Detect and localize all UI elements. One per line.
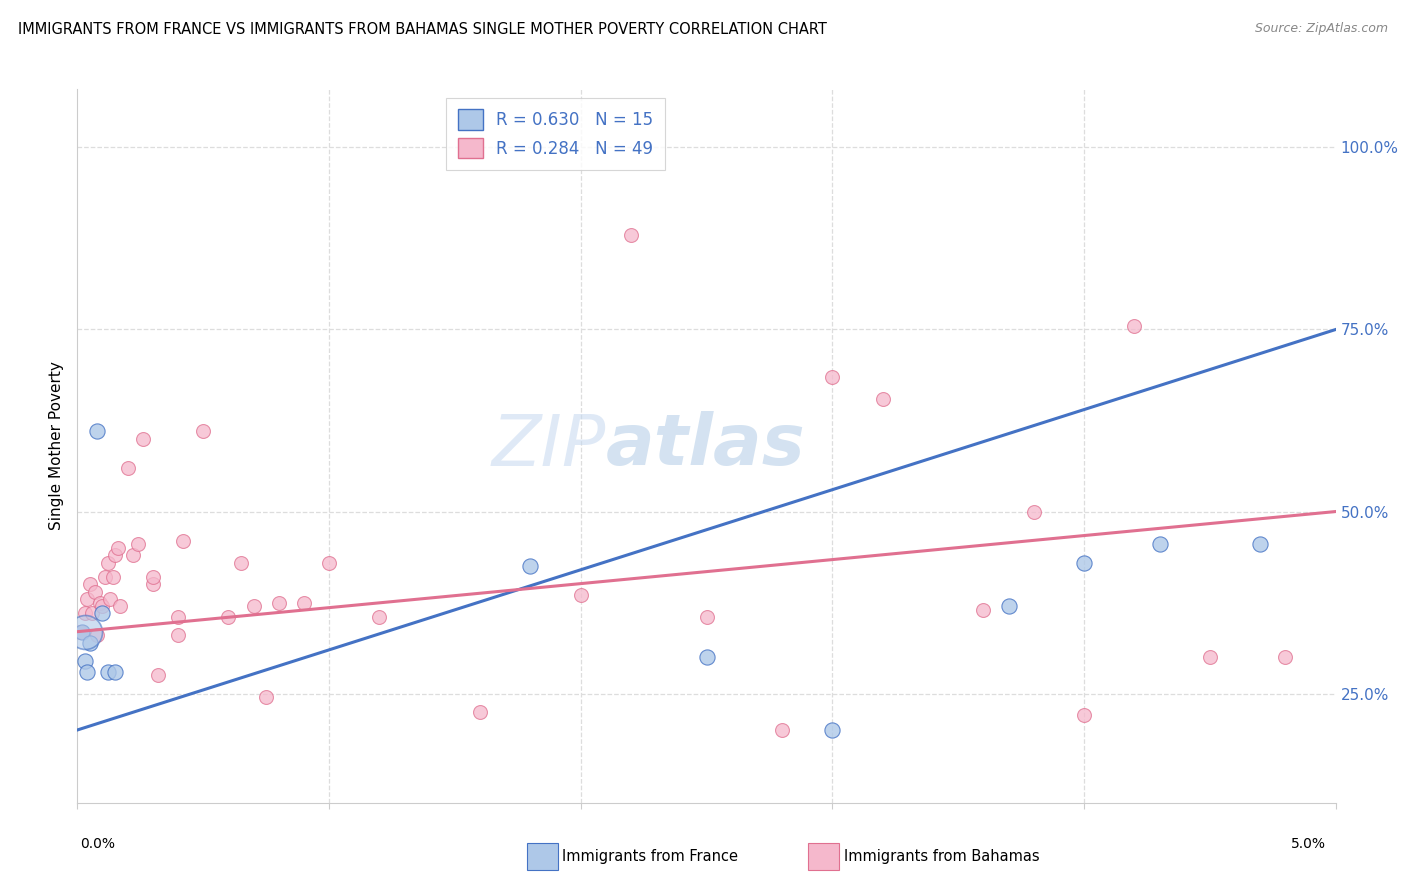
Point	[1199, 650, 1222, 665]
Point	[1073, 556, 1095, 570]
Point	[267, 596, 290, 610]
Point	[1149, 537, 1171, 551]
Point	[79, 577, 101, 591]
Text: 0.0%: 0.0%	[80, 837, 115, 851]
Point	[696, 610, 718, 624]
Point	[821, 369, 844, 384]
Point	[101, 570, 124, 584]
Point	[167, 628, 190, 642]
Text: ZIP: ZIP	[492, 411, 606, 481]
Point	[121, 548, 143, 562]
Text: IMMIGRANTS FROM FRANCE VS IMMIGRANTS FROM BAHAMAS SINGLE MOTHER POVERTY CORRELAT: IMMIGRANTS FROM FRANCE VS IMMIGRANTS FRO…	[18, 22, 827, 37]
Point	[229, 556, 252, 570]
Point	[142, 577, 165, 591]
Text: atlas: atlas	[606, 411, 806, 481]
Point	[86, 425, 108, 439]
Point	[167, 610, 190, 624]
Text: Immigrants from Bahamas: Immigrants from Bahamas	[844, 849, 1039, 863]
Point	[86, 628, 108, 642]
Point	[72, 624, 94, 639]
Point	[1073, 708, 1095, 723]
Point	[972, 603, 994, 617]
Point	[91, 607, 114, 621]
Point	[217, 610, 239, 624]
Point	[107, 541, 129, 555]
Point	[1249, 537, 1271, 551]
Point	[368, 610, 391, 624]
Point	[104, 665, 127, 679]
Point	[696, 650, 718, 665]
Point	[132, 432, 155, 446]
Point	[242, 599, 264, 614]
Point	[104, 548, 127, 562]
Point	[821, 723, 844, 737]
Point	[94, 570, 117, 584]
Point	[519, 559, 541, 574]
Point	[770, 723, 793, 737]
Point	[84, 584, 107, 599]
Point	[254, 690, 277, 705]
Point	[997, 599, 1019, 614]
Point	[98, 591, 121, 606]
Text: Immigrants from France: Immigrants from France	[562, 849, 738, 863]
Point	[89, 596, 111, 610]
Point	[142, 570, 165, 584]
Point	[72, 624, 94, 639]
Point	[620, 227, 643, 242]
Text: Source: ZipAtlas.com: Source: ZipAtlas.com	[1254, 22, 1388, 36]
Point	[172, 533, 194, 548]
Point	[1274, 650, 1296, 665]
Legend: R = 0.630   N = 15, R = 0.284   N = 49: R = 0.630 N = 15, R = 0.284 N = 49	[446, 97, 665, 169]
Point	[91, 599, 114, 614]
Point	[569, 588, 592, 602]
Y-axis label: Single Mother Poverty: Single Mother Poverty	[49, 361, 65, 531]
Point	[117, 460, 139, 475]
Point	[1123, 318, 1146, 333]
Point	[872, 392, 894, 406]
Point	[82, 607, 104, 621]
Point	[76, 665, 98, 679]
Point	[318, 556, 340, 570]
Text: 5.0%: 5.0%	[1291, 837, 1326, 851]
Point	[73, 607, 96, 621]
Point	[73, 624, 96, 639]
Point	[79, 635, 101, 649]
Point	[127, 537, 149, 551]
Point	[73, 654, 96, 668]
Point	[1022, 504, 1045, 518]
Point	[96, 556, 118, 570]
Point	[108, 599, 131, 614]
Point	[468, 705, 491, 719]
Point	[69, 624, 91, 639]
Point	[146, 668, 169, 682]
Point	[96, 665, 118, 679]
Point	[292, 596, 315, 610]
Point	[76, 591, 98, 606]
Point	[191, 425, 215, 439]
